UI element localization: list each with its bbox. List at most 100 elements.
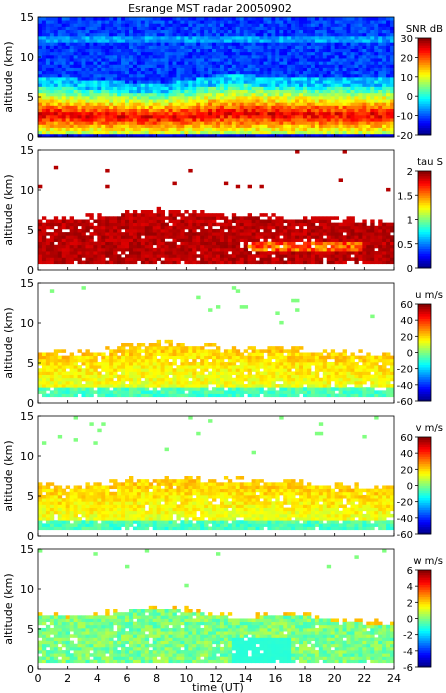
heatmap-cell	[121, 127, 126, 132]
heatmap-cell	[354, 67, 359, 72]
heatmap-cell	[263, 32, 268, 37]
heatmap-cell	[128, 32, 134, 37]
heatmap-cell	[184, 210, 189, 214]
heatmap-cell	[283, 130, 288, 135]
heatmap-cell	[255, 102, 260, 106]
heatmap-cell	[216, 260, 221, 265]
heatmap-cell	[219, 23, 225, 27]
heatmap-cell	[314, 35, 320, 40]
heatmap-cell	[223, 254, 229, 258]
heatmap-cell	[251, 58, 256, 62]
heatmap-cell	[208, 51, 213, 56]
heatmap-cell	[382, 86, 387, 91]
heatmap-cell	[212, 108, 217, 113]
heatmap-cell	[105, 102, 110, 106]
heatmap-cell	[49, 222, 55, 227]
heatmap-cell	[109, 118, 114, 122]
heatmap-cell	[93, 219, 98, 224]
heatmap-cell	[291, 118, 296, 122]
heatmap-cell	[156, 83, 162, 87]
colorbar-swatch	[418, 197, 431, 201]
heatmap-cell	[172, 216, 177, 220]
heatmap-cell	[251, 105, 256, 109]
heatmap-cell	[144, 219, 150, 224]
heatmap-cell	[255, 216, 260, 220]
heatmap-cell	[89, 70, 94, 75]
heatmap-cell	[65, 355, 71, 360]
heatmap-cell	[152, 235, 158, 239]
heatmap-cell	[85, 45, 90, 49]
heatmap-cell	[117, 73, 122, 78]
heatmap-cell	[77, 232, 82, 236]
heatmap-cell	[41, 92, 47, 97]
heatmap-cell	[188, 228, 193, 233]
heatmap-cell	[382, 133, 387, 138]
heatmap-cell	[176, 58, 181, 62]
heatmap-cell	[172, 241, 177, 246]
heatmap-cell	[109, 232, 114, 236]
heatmap-cell	[77, 83, 82, 87]
heatmap-cell	[295, 29, 300, 34]
heatmap-cell	[310, 133, 316, 138]
heatmap-cell	[184, 102, 189, 106]
heatmap-cell	[85, 228, 90, 233]
heatmap-cell	[287, 83, 292, 87]
heatmap-cell	[121, 232, 126, 236]
heatmap-cell	[243, 222, 249, 227]
heatmap-cell	[53, 86, 59, 91]
heatmap-cell	[77, 114, 82, 119]
heatmap-cell	[386, 77, 391, 81]
heatmap-cell	[57, 99, 63, 103]
heatmap-cell	[65, 83, 71, 87]
heatmap-cell	[350, 124, 355, 128]
heatmap-cell	[287, 89, 292, 94]
heatmap-cell	[65, 67, 71, 72]
heatmap-cell	[322, 228, 328, 233]
heatmap-cell	[342, 29, 347, 34]
colorbar-swatch	[418, 120, 431, 124]
heatmap-cell	[334, 26, 340, 31]
heatmap-cell	[267, 244, 272, 249]
heatmap-cell	[61, 260, 67, 265]
heatmap-cell	[212, 29, 217, 34]
heatmap-cell	[318, 254, 324, 258]
heatmap-cell	[263, 118, 268, 122]
heatmap-cell	[101, 105, 106, 109]
heatmap-cell	[299, 114, 304, 119]
heatmap-cell	[370, 61, 375, 65]
heatmap-cell	[196, 95, 201, 100]
heatmap-cell	[350, 232, 355, 236]
heatmap-cell	[164, 121, 169, 125]
heatmap-cell	[117, 241, 122, 246]
heatmap-cell	[255, 99, 260, 103]
heatmap-cell	[247, 235, 252, 239]
heatmap-cell	[65, 39, 71, 43]
heatmap-cell	[247, 111, 252, 116]
heatmap-cell	[275, 67, 280, 72]
heatmap-cell	[251, 86, 256, 91]
heatmap-cell	[374, 73, 379, 78]
heatmap-cell	[310, 58, 316, 62]
heatmap-cell	[132, 244, 138, 249]
heatmap-cell	[121, 219, 126, 224]
heatmap-cell	[306, 247, 312, 252]
colorbar-tick-label: 1.5	[397, 191, 413, 202]
heatmap-cell	[358, 61, 363, 65]
heatmap-cell	[370, 39, 375, 43]
heatmap-cell	[326, 83, 332, 87]
heatmap-cell	[156, 127, 162, 132]
heatmap-cell	[271, 45, 276, 49]
heatmap-cell	[338, 114, 343, 119]
heatmap-cell	[390, 105, 395, 109]
heatmap-cell	[148, 64, 154, 68]
heatmap-cell	[41, 355, 47, 360]
heatmap-cell	[184, 89, 189, 94]
heatmap-cell	[330, 228, 336, 233]
heatmap-cell	[140, 51, 146, 56]
heatmap-cell	[136, 216, 142, 220]
heatmap-cell	[188, 114, 193, 119]
heatmap-cell	[184, 83, 189, 87]
heatmap-cell	[196, 73, 201, 78]
heatmap-cell	[247, 17, 252, 21]
heatmap-cell	[346, 133, 351, 138]
